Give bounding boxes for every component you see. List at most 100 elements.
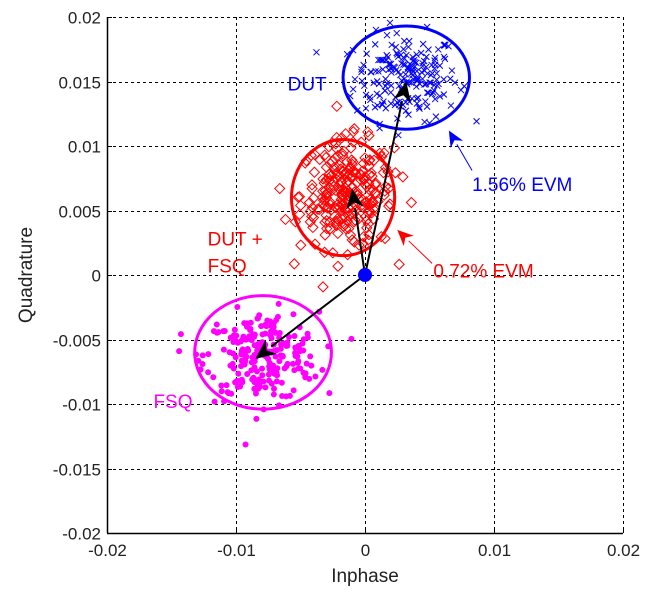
data-point <box>331 100 343 113</box>
data-point <box>415 103 423 111</box>
data-point <box>279 352 286 359</box>
data-point <box>451 79 459 86</box>
data-point <box>416 105 423 112</box>
data-point <box>358 77 366 85</box>
data-point <box>420 57 428 65</box>
data-point <box>270 391 277 398</box>
data-point <box>435 80 442 88</box>
data-point <box>342 185 354 197</box>
data-point <box>362 104 370 112</box>
data-point <box>294 199 307 212</box>
data-point <box>405 43 412 51</box>
data-point <box>382 82 389 90</box>
data-point <box>319 216 331 229</box>
data-point <box>260 378 267 385</box>
data-point <box>293 208 306 221</box>
data-point <box>306 210 318 223</box>
y-tick-label: 0.005 <box>58 203 101 222</box>
data-point <box>223 382 230 389</box>
data-point <box>267 328 274 335</box>
data-point <box>274 313 281 320</box>
data-point <box>229 360 236 367</box>
data-point <box>425 46 432 53</box>
data-point <box>337 194 349 206</box>
data-point <box>447 102 455 109</box>
data-point <box>251 358 258 365</box>
data-point <box>314 153 326 166</box>
data-point <box>233 332 240 339</box>
data-point <box>259 365 266 372</box>
data-point <box>363 169 376 181</box>
data-point <box>332 260 344 272</box>
annotation-label: FSQ <box>153 392 192 413</box>
data-point <box>419 40 427 48</box>
data-point <box>337 198 349 211</box>
vector-arrow-head <box>393 81 411 103</box>
data-point <box>448 67 456 74</box>
annotation-label: DUT <box>288 75 327 96</box>
data-point <box>259 331 266 338</box>
data-point <box>398 77 406 84</box>
data-point <box>297 365 304 372</box>
data-point <box>242 441 249 448</box>
data-point <box>446 75 454 83</box>
ellipse-dut <box>341 24 471 131</box>
data-point <box>306 201 319 214</box>
data-point <box>434 46 442 53</box>
data-point <box>422 98 429 105</box>
annotation-label: 1.56% EVM <box>472 175 572 196</box>
data-point <box>431 95 439 103</box>
data-point <box>300 336 307 343</box>
data-point <box>419 62 426 70</box>
data-point <box>346 171 358 183</box>
data-point <box>289 216 302 228</box>
data-point <box>383 31 391 39</box>
data-point <box>263 323 270 330</box>
data-point <box>379 185 391 197</box>
data-point <box>362 218 374 230</box>
data-point <box>460 82 468 90</box>
data-point <box>326 155 338 168</box>
data-point <box>361 222 373 234</box>
data-point <box>232 379 239 386</box>
data-point <box>441 55 449 63</box>
data-point <box>289 360 296 367</box>
data-point <box>224 389 231 396</box>
data-point <box>338 145 350 157</box>
data-point <box>405 111 412 118</box>
data-point <box>213 321 220 328</box>
data-point <box>382 182 395 195</box>
data-point <box>244 370 251 377</box>
data-point <box>332 227 344 240</box>
data-point <box>387 82 395 89</box>
data-point <box>304 216 317 228</box>
data-point <box>340 222 352 235</box>
data-point <box>379 101 386 108</box>
data-point <box>213 329 220 336</box>
data-point <box>319 194 331 206</box>
x-tick-label: 0.02 <box>607 541 640 560</box>
data-point <box>408 69 415 77</box>
data-point <box>348 123 360 135</box>
data-point <box>268 335 275 342</box>
data-point <box>251 331 258 338</box>
data-point <box>317 185 329 197</box>
data-point <box>411 58 418 66</box>
data-point <box>428 90 436 98</box>
data-point <box>365 207 378 219</box>
data-point <box>441 41 449 49</box>
data-point <box>413 51 420 58</box>
vector-arrow-head <box>255 339 277 359</box>
data-point <box>248 367 255 374</box>
data-point <box>341 206 354 219</box>
data-point <box>430 81 438 89</box>
data-point <box>360 195 372 208</box>
ellipse-dut-fsq <box>289 138 397 258</box>
data-point <box>423 103 431 110</box>
data-point <box>302 374 309 381</box>
data-point <box>360 82 368 90</box>
data-point <box>431 54 439 62</box>
data-point <box>326 390 333 397</box>
data-point <box>284 360 291 367</box>
